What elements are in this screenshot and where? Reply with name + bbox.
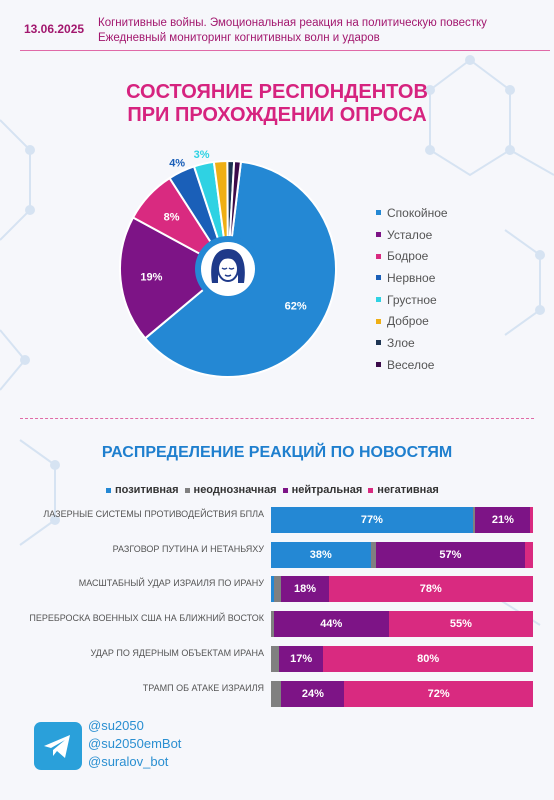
legend-label: Усталое bbox=[387, 227, 433, 242]
bar-row: 38% 57% bbox=[271, 541, 533, 568]
bar-row: 44% 55% bbox=[271, 611, 533, 638]
legend-swatch bbox=[376, 362, 381, 368]
donut-label-4: 4% bbox=[169, 158, 185, 170]
footer-links: @su2050 @su2050emBot @suralov_bot bbox=[88, 718, 181, 772]
donut-label-5: 3% bbox=[194, 150, 210, 161]
legend-swatch bbox=[376, 232, 381, 238]
legend-label: Веселое bbox=[387, 357, 435, 372]
header-title: Когнитивные войны. Эмоциональная реакция… bbox=[98, 17, 487, 29]
bar-segment-негативная bbox=[530, 507, 533, 533]
bar-segment-позитивная: 77% bbox=[271, 507, 473, 533]
pie-legend-item: Злое bbox=[376, 332, 448, 354]
donut-label-2: 19% bbox=[140, 272, 162, 284]
header-date: 13.06.2025 bbox=[24, 22, 85, 36]
telegram-icon[interactable] bbox=[34, 722, 82, 770]
pie-title-line2: ПРИ ПРОХОЖДЕНИИ ОПРОСА bbox=[127, 104, 427, 126]
bar-segment-нейтральная: 21% bbox=[475, 507, 531, 533]
bar-segment-нейтральная: 44% bbox=[273, 611, 389, 638]
pie-legend-item: Бодрое bbox=[376, 245, 448, 267]
bar-segment-позитивная bbox=[271, 576, 274, 603]
pie-legend-item: Веселое bbox=[376, 354, 448, 376]
pie-title-line1: СОСТОЯНИЕ РЕСПОНДЕНТОВ bbox=[126, 81, 428, 103]
legend-label: позитивная bbox=[115, 484, 179, 496]
bar-segment-неоднозначная bbox=[472, 507, 476, 533]
legend-label: Нервное bbox=[387, 270, 436, 285]
bar-legend-item: негативная bbox=[368, 484, 439, 496]
footer-link-3[interactable]: @suralov_bot bbox=[88, 754, 169, 769]
face-icon bbox=[195, 236, 261, 302]
bar-segment-неоднозначная bbox=[370, 541, 376, 568]
bar-row: 24% 72% bbox=[271, 680, 533, 707]
bar-legend-item: неоднозначная bbox=[184, 484, 277, 496]
legend-label: Грустное bbox=[387, 292, 437, 307]
bar-segment-нейтральная: 17% bbox=[278, 645, 324, 672]
bar-segment-нейтральная: 57% bbox=[375, 541, 526, 568]
bar-segment-негативная: 80% bbox=[323, 645, 533, 672]
header-subtitle: Ежедневный мониторинг когнитивных волн и… bbox=[98, 32, 380, 44]
legend-swatch bbox=[376, 210, 381, 216]
header: 13.06.2025 Когнитивные войны. Эмоциональ… bbox=[0, 0, 554, 54]
bar-category-label: Масштабный удар Израиля по Ирану bbox=[78, 578, 264, 589]
pie-legend-item: Доброе bbox=[376, 310, 448, 332]
legend-label: Доброе bbox=[387, 314, 429, 329]
bar-segment-неоднозначная bbox=[271, 611, 274, 638]
bar-segment-позитивная: 38% bbox=[271, 541, 371, 568]
bar-segment-негативная: 78% bbox=[328, 576, 533, 603]
bar-category-label: Удар по ядерным объектам Ирана bbox=[90, 647, 264, 658]
bar-category-label: Лазерные системы противодействия БПЛА bbox=[43, 509, 264, 519]
legend-swatch bbox=[376, 253, 381, 259]
donut-chart: 62% 19% 8% 4% 3% bbox=[119, 150, 337, 378]
legend-swatch bbox=[376, 340, 381, 346]
bar-legend-item: нейтральная bbox=[282, 484, 363, 496]
bar-legend-item: позитивная bbox=[106, 484, 179, 496]
donut-label-1: 62% bbox=[285, 301, 307, 313]
bar-segment-нейтральная: 18% bbox=[281, 576, 329, 603]
header-divider bbox=[20, 50, 550, 51]
bar-segment-негативная: 55% bbox=[388, 611, 533, 638]
legend-swatch bbox=[184, 487, 190, 493]
bar-segment-неоднозначная bbox=[273, 576, 282, 603]
pie-legend: Спокойное Усталое Бодрое Нервное Грустное Доб… bbox=[376, 202, 448, 376]
bar-row: 17% 80% bbox=[271, 645, 533, 672]
legend-swatch bbox=[376, 275, 381, 281]
bar-segment-негативная bbox=[525, 541, 533, 568]
bar-segment-нейтральная: 24% bbox=[281, 680, 345, 707]
bar-segment-неоднозначная bbox=[271, 645, 279, 672]
legend-label: негативная bbox=[377, 484, 439, 496]
legend-swatch bbox=[376, 297, 381, 303]
pie-legend-item: Нервное bbox=[376, 267, 448, 289]
section-divider bbox=[20, 418, 534, 419]
legend-label: нейтральная bbox=[291, 484, 363, 496]
legend-swatch bbox=[106, 487, 111, 493]
pie-legend-item: Грустное bbox=[376, 289, 448, 311]
bar-category-label: Переброска военных США на Ближний Восток bbox=[29, 613, 264, 624]
bar-row: 77% 21% bbox=[271, 507, 533, 533]
pie-legend-item: Усталое bbox=[376, 224, 448, 246]
bar-segment-негативная: 72% bbox=[344, 680, 533, 707]
pie-legend-item: Спокойное bbox=[376, 202, 448, 224]
bar-row: 18% 78% bbox=[271, 576, 533, 603]
legend-label: Спокойное bbox=[387, 205, 448, 220]
bar-category-label: Трамп об атаке Израиля bbox=[142, 682, 264, 693]
legend-swatch bbox=[282, 487, 288, 493]
legend-swatch bbox=[376, 318, 381, 324]
legend-label: Злое bbox=[387, 335, 415, 350]
legend-label: неоднозначная bbox=[193, 484, 277, 496]
donut-label-3: 8% bbox=[164, 212, 180, 224]
footer-link-1[interactable]: @su2050 bbox=[88, 718, 144, 733]
legend-swatch bbox=[368, 487, 374, 493]
legend-label: Бодрое bbox=[387, 249, 429, 264]
footer-link-2[interactable]: @su2050emBot bbox=[88, 736, 182, 751]
bar-title: РАСПРЕДЕЛЕНИЕ РЕАКЦИЙ ПО НОВОСТЯМ bbox=[101, 444, 453, 461]
bar-category-label: Разговор Путина и Нетаньяху bbox=[112, 543, 264, 554]
bar-segment-неоднозначная bbox=[271, 680, 282, 707]
bar-legend: позитивная неоднозначная нейтральная негати… bbox=[106, 484, 445, 496]
